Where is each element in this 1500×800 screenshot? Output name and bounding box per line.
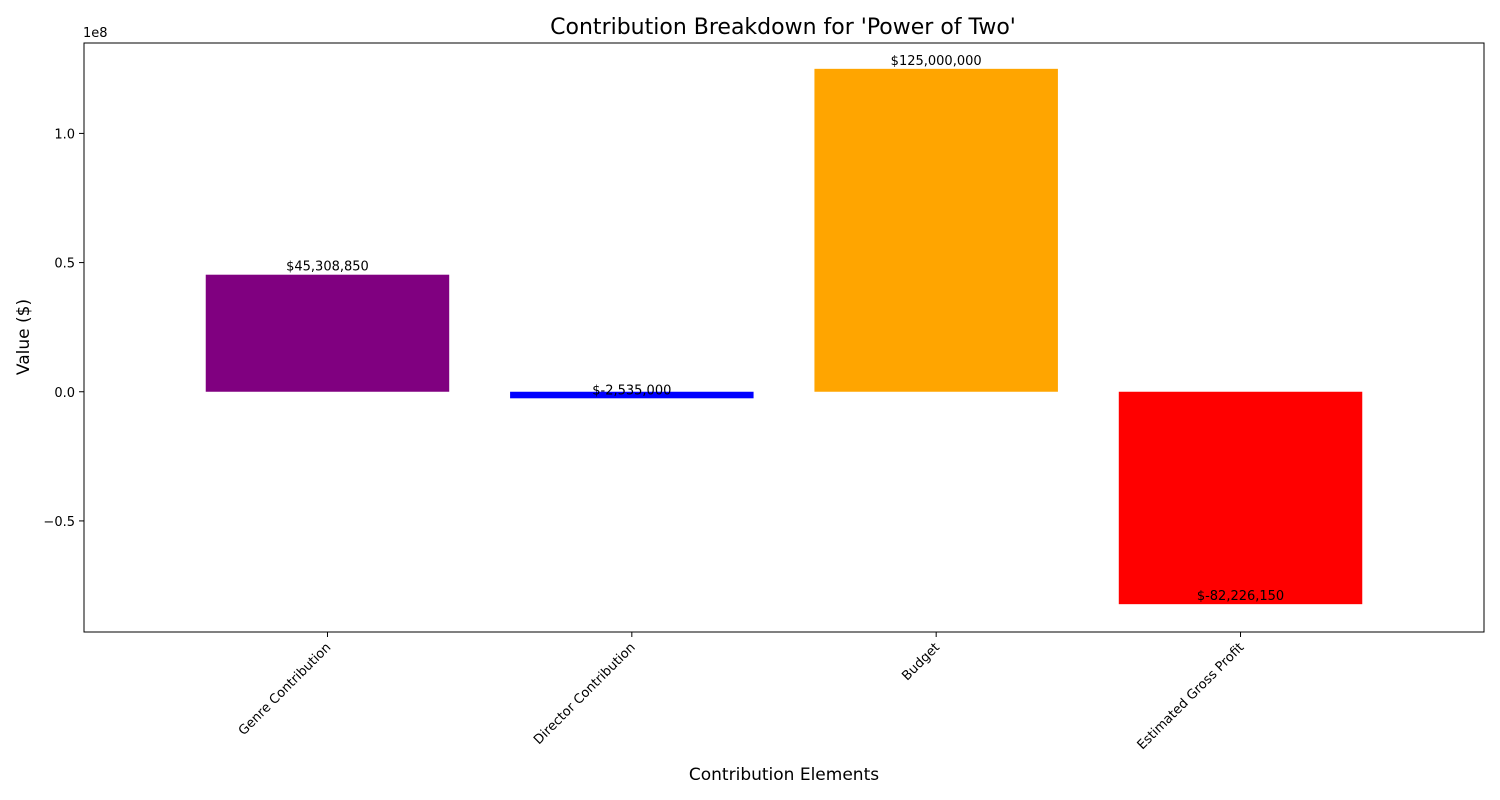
x-axis-label: Contribution Elements xyxy=(689,765,879,785)
bar-value-label: $45,308,850 xyxy=(286,260,369,275)
bar-value-labels: $45,308,850 $-2,535,000 $125,000,000 $-82,2… xyxy=(286,54,1284,604)
y-axis-label: Value ($) xyxy=(14,299,34,375)
bar-budget xyxy=(814,68,1058,392)
x-tick-label: Director Contribution xyxy=(531,640,639,748)
bar-value-label: $-2,535,000 xyxy=(592,383,671,398)
plot-area-frame xyxy=(83,42,1485,633)
bar-director-contribution xyxy=(510,391,754,399)
y-tick-label: 0.5 xyxy=(54,257,75,272)
x-axis-ticks: Genre Contribution Director Contribution B… xyxy=(236,632,1247,753)
y-tick-label: 1.0 xyxy=(54,127,75,142)
bar-value-label: $-82,226,150 xyxy=(1197,589,1284,604)
x-tick-label: Genre Contribution xyxy=(236,640,334,738)
y-axis-offset-text: 1e8 xyxy=(83,26,108,41)
y-axis-ticks: −0.5 0.0 0.5 1.0 xyxy=(43,127,84,530)
bar-value-label: $125,000,000 xyxy=(891,54,982,69)
x-tick-label: Estimated Gross Profit xyxy=(1135,640,1248,753)
y-tick-label: −0.5 xyxy=(43,515,75,530)
y-tick-label: 0.0 xyxy=(54,386,75,401)
chart-title: Contribution Breakdown for 'Power of Two… xyxy=(550,15,1016,40)
x-tick-label: Budget xyxy=(899,640,943,684)
bar-estimated-gross-profit xyxy=(1118,391,1363,605)
bar-genre-contribution xyxy=(205,274,450,392)
bars-layer xyxy=(205,68,1363,605)
